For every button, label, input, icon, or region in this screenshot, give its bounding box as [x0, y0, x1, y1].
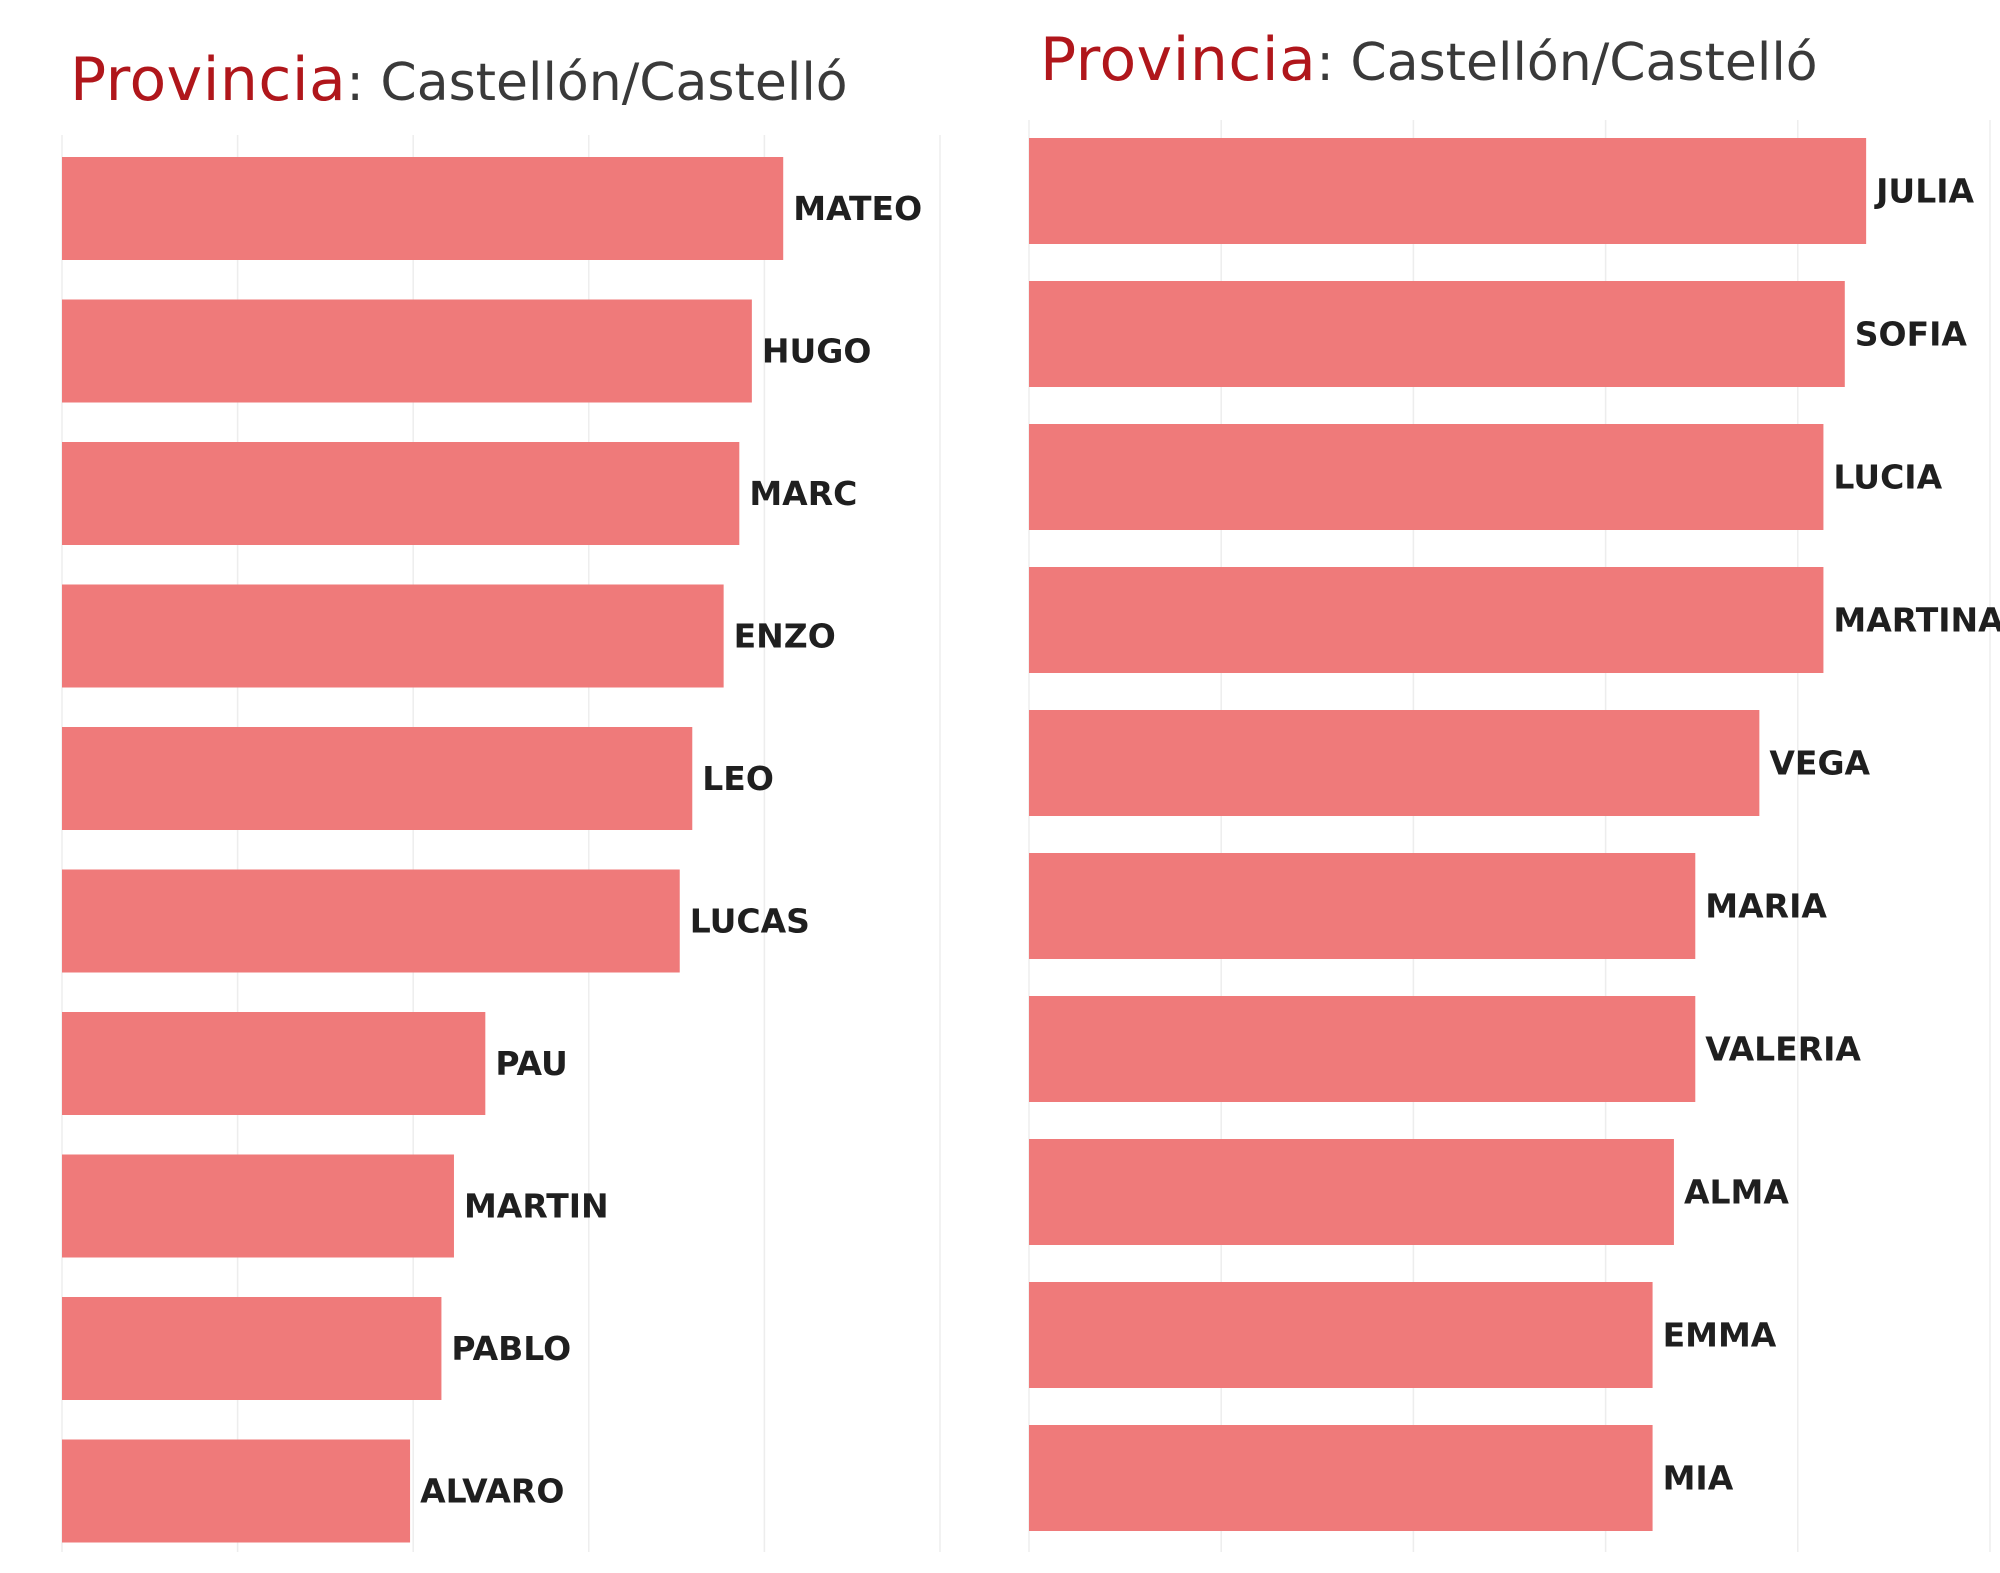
bar-label: VEGA [1769, 744, 1870, 783]
bar-valeria [1029, 996, 1696, 1102]
bar-label: MIA [1663, 1459, 1734, 1498]
bar-label: HUGO [762, 332, 872, 371]
chart-title-key: Provincia [70, 45, 347, 115]
bar-label: ENZO [734, 617, 836, 656]
bar-label: MARTINA [1833, 601, 2000, 640]
chart-title: Provincia: Castellón/Castelló [70, 50, 848, 110]
bar-maria [1029, 853, 1696, 959]
bar-label: PABLO [451, 1329, 571, 1368]
bar-label: MARTIN [464, 1187, 609, 1226]
chart-panel-girls: Provincia: Castellón/Castelló JULIA SOFIA… [1000, 0, 2000, 1573]
bar-pau [62, 1012, 486, 1115]
chart-panel-boys: Provincia: Castellón/Castelló MATEO HUGO M… [61, 50, 941, 1552]
bar-pablo [62, 1297, 442, 1400]
bar-marc [62, 442, 740, 545]
bar-martin [62, 1154, 454, 1258]
bar-label: MARC [749, 474, 857, 513]
bar-mateo [62, 157, 784, 260]
bar-label: ALMA [1684, 1173, 1789, 1212]
chart-title-key: Provincia [1040, 25, 1317, 95]
bar-lucas [62, 869, 680, 973]
chart-title-value: Castellón/Castelló [1350, 33, 1818, 93]
bar-hugo [62, 299, 752, 403]
bar-martina [1029, 567, 1824, 673]
bar-lucia [1029, 424, 1824, 530]
bar-label: JULIA [1874, 172, 1974, 211]
bar-label: PAU [495, 1044, 567, 1083]
bar-label: LUCIA [1833, 458, 1942, 497]
chart-title-value: Castellón/Castelló [380, 53, 848, 113]
bar-sofia [1029, 281, 1845, 387]
bar-mia [1029, 1425, 1653, 1531]
bar-label: VALERIA [1705, 1030, 1861, 1069]
bar-label: SOFIA [1855, 315, 1968, 354]
bar-alma [1029, 1139, 1674, 1245]
bar-leo [62, 727, 693, 830]
bar-emma [1029, 1282, 1653, 1388]
chart-title-separator: : [346, 53, 381, 113]
bar-label: ALVARO [420, 1472, 564, 1511]
bar-chart-boys: MATEO HUGO MARC ENZO LEO LUCAS PAU MARTIN PABLO A… [61, 135, 941, 1552]
bar-vega [1029, 710, 1760, 816]
bar-label: LEO [702, 759, 774, 798]
chart-title: Provincia: Castellón/Castelló [1040, 30, 1818, 90]
bar-chart-girls: JULIA SOFIA LUCIA MARTINA VEGA MARIA VALERIA AL… [1028, 120, 2000, 1552]
bar-label: LUCAS [690, 902, 810, 941]
bar-label: EMMA [1663, 1316, 1777, 1355]
bar-enzo [62, 584, 724, 688]
bar-julia [1029, 138, 1867, 244]
bar-label: MATEO [793, 189, 922, 228]
chart-title-separator: : [1316, 33, 1351, 93]
bar-label: MARIA [1705, 887, 1827, 926]
bar-alvaro [62, 1439, 411, 1543]
